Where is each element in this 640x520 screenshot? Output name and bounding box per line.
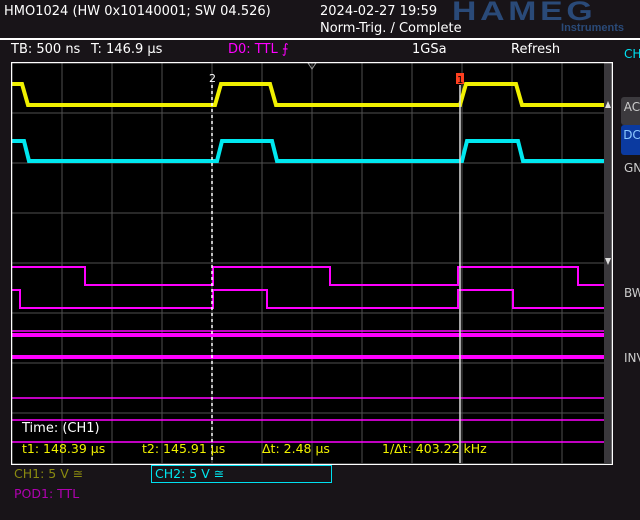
digital-0-trace: [12, 266, 604, 286]
side-channel-label: CH2: [624, 47, 640, 61]
cursor-1-label: 1: [457, 75, 463, 86]
invert-button[interactable]: INV: [624, 351, 640, 365]
device-info: HMO1024 (HW 0x10140001; SW 04.526): [4, 4, 271, 19]
datetime: 2024-02-27 19:59: [320, 4, 438, 19]
ch2-trace: [12, 139, 604, 163]
pod1-setting[interactable]: POD1: TTL: [14, 486, 80, 501]
coupling-gnd-button[interactable]: GND: [624, 161, 640, 175]
trigger-time[interactable]: T: 146.9 µs: [91, 42, 163, 57]
cursor-t1-value: t1: 148.39 µs: [22, 441, 106, 456]
frequency-value: 1/Δt: 403.22 kHz: [382, 441, 487, 456]
scroll-down-arrow-icon: [605, 258, 611, 265]
acquisition-mode[interactable]: Refresh: [511, 42, 561, 57]
coupling-dc-button[interactable]: DC: [621, 125, 640, 155]
trigger-status: Norm-Trig. / Complete: [320, 21, 462, 36]
ch1-setting[interactable]: CH1: 5 V ≅: [14, 466, 84, 481]
digital-1-trace: [12, 289, 604, 309]
trigger-source[interactable]: D0: TTL ⨍: [228, 42, 289, 57]
bwl-button[interactable]: BWL: [624, 286, 640, 300]
hameg-logo: HAMEG Instruments: [452, 0, 624, 34]
header-divider: [0, 38, 640, 40]
scroll-up-arrow-icon: [605, 101, 611, 108]
coupling-ac-button[interactable]: AC: [621, 97, 640, 125]
ch2-setting[interactable]: CH2: 5 V ≅: [151, 465, 332, 483]
measurement-title: Time: (CH1): [22, 421, 100, 436]
cursor-2-label: 2: [209, 72, 216, 85]
timebase[interactable]: TB: 500 ns: [11, 42, 81, 57]
delta-t-value: Δt: 2.48 µs: [262, 441, 330, 456]
plot-border: [11, 62, 613, 465]
cursor-t2-value: t2: 145.91 µs: [142, 441, 226, 456]
ch1-trace: [12, 82, 604, 107]
sample-rate: 1GSa: [412, 42, 447, 57]
cursor-1-marker: [456, 73, 464, 84]
